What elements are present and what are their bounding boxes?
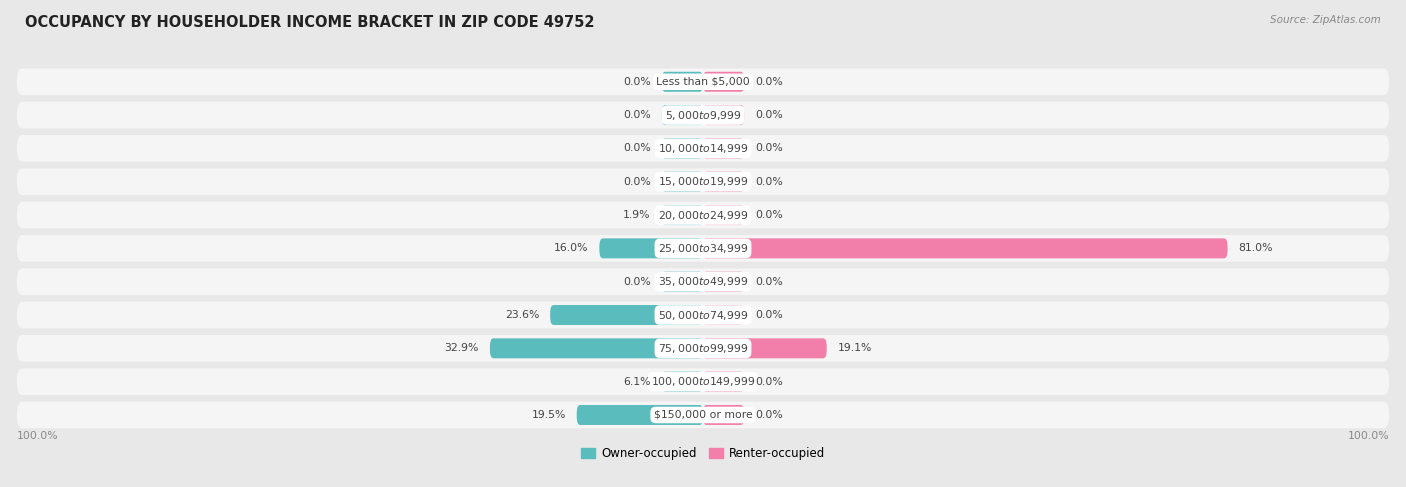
Text: 0.0%: 0.0% <box>623 143 651 153</box>
FancyBboxPatch shape <box>703 305 744 325</box>
Text: $25,000 to $34,999: $25,000 to $34,999 <box>658 242 748 255</box>
FancyBboxPatch shape <box>576 405 703 425</box>
Text: $100,000 to $149,999: $100,000 to $149,999 <box>651 375 755 388</box>
Text: 0.0%: 0.0% <box>623 277 651 287</box>
Text: 19.1%: 19.1% <box>838 343 872 354</box>
FancyBboxPatch shape <box>17 335 1389 362</box>
Text: Less than $5,000: Less than $5,000 <box>657 77 749 87</box>
FancyBboxPatch shape <box>17 301 1389 328</box>
FancyBboxPatch shape <box>17 69 1389 95</box>
Text: 0.0%: 0.0% <box>755 110 783 120</box>
Text: $35,000 to $49,999: $35,000 to $49,999 <box>658 275 748 288</box>
FancyBboxPatch shape <box>703 338 827 358</box>
FancyBboxPatch shape <box>703 72 744 92</box>
Text: $150,000 or more: $150,000 or more <box>654 410 752 420</box>
FancyBboxPatch shape <box>662 372 703 392</box>
Text: 100.0%: 100.0% <box>1347 431 1389 441</box>
Text: $75,000 to $99,999: $75,000 to $99,999 <box>658 342 748 355</box>
Text: $20,000 to $24,999: $20,000 to $24,999 <box>658 208 748 222</box>
Text: 0.0%: 0.0% <box>623 110 651 120</box>
Text: OCCUPANCY BY HOUSEHOLDER INCOME BRACKET IN ZIP CODE 49752: OCCUPANCY BY HOUSEHOLDER INCOME BRACKET … <box>25 15 595 30</box>
FancyBboxPatch shape <box>703 172 744 192</box>
Text: Source: ZipAtlas.com: Source: ZipAtlas.com <box>1270 15 1381 25</box>
FancyBboxPatch shape <box>17 402 1389 428</box>
Text: 100.0%: 100.0% <box>17 431 59 441</box>
FancyBboxPatch shape <box>17 102 1389 129</box>
FancyBboxPatch shape <box>17 235 1389 262</box>
Text: 0.0%: 0.0% <box>623 77 651 87</box>
FancyBboxPatch shape <box>662 72 703 92</box>
FancyBboxPatch shape <box>703 405 744 425</box>
Text: 1.9%: 1.9% <box>623 210 651 220</box>
FancyBboxPatch shape <box>662 138 703 158</box>
FancyBboxPatch shape <box>703 238 1227 259</box>
FancyBboxPatch shape <box>17 135 1389 162</box>
FancyBboxPatch shape <box>703 138 744 158</box>
FancyBboxPatch shape <box>17 202 1389 228</box>
Text: $50,000 to $74,999: $50,000 to $74,999 <box>658 308 748 321</box>
FancyBboxPatch shape <box>703 105 744 125</box>
FancyBboxPatch shape <box>662 272 703 292</box>
FancyBboxPatch shape <box>599 238 703 259</box>
Text: 0.0%: 0.0% <box>755 376 783 387</box>
Text: 0.0%: 0.0% <box>755 210 783 220</box>
FancyBboxPatch shape <box>662 105 703 125</box>
Text: 23.6%: 23.6% <box>505 310 538 320</box>
Text: $15,000 to $19,999: $15,000 to $19,999 <box>658 175 748 188</box>
FancyBboxPatch shape <box>662 205 703 225</box>
FancyBboxPatch shape <box>17 268 1389 295</box>
FancyBboxPatch shape <box>703 372 744 392</box>
Text: 0.0%: 0.0% <box>623 177 651 187</box>
Text: 32.9%: 32.9% <box>444 343 479 354</box>
Text: 0.0%: 0.0% <box>755 77 783 87</box>
FancyBboxPatch shape <box>17 368 1389 395</box>
Text: 0.0%: 0.0% <box>755 277 783 287</box>
FancyBboxPatch shape <box>489 338 703 358</box>
Text: $5,000 to $9,999: $5,000 to $9,999 <box>665 109 741 122</box>
Text: 0.0%: 0.0% <box>755 310 783 320</box>
Text: 16.0%: 16.0% <box>554 244 588 253</box>
Text: 81.0%: 81.0% <box>1239 244 1272 253</box>
Text: 0.0%: 0.0% <box>755 177 783 187</box>
FancyBboxPatch shape <box>703 205 744 225</box>
Text: $10,000 to $14,999: $10,000 to $14,999 <box>658 142 748 155</box>
Legend: Owner-occupied, Renter-occupied: Owner-occupied, Renter-occupied <box>576 442 830 465</box>
Text: 19.5%: 19.5% <box>531 410 565 420</box>
FancyBboxPatch shape <box>17 169 1389 195</box>
FancyBboxPatch shape <box>550 305 703 325</box>
Text: 0.0%: 0.0% <box>755 143 783 153</box>
Text: 0.0%: 0.0% <box>755 410 783 420</box>
FancyBboxPatch shape <box>703 272 744 292</box>
Text: 6.1%: 6.1% <box>623 376 651 387</box>
FancyBboxPatch shape <box>662 172 703 192</box>
